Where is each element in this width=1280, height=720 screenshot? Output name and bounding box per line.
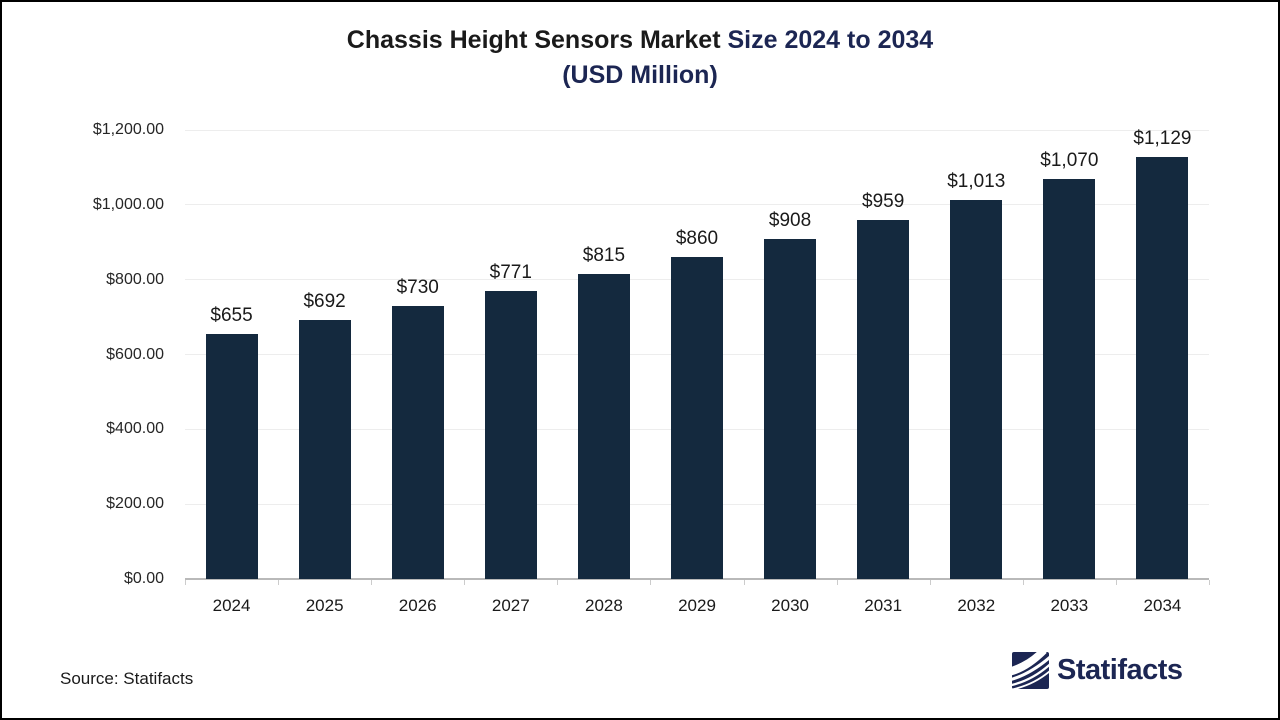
x-axis-label: 2027	[491, 596, 530, 615]
x-axis-tick	[464, 580, 466, 585]
statifacts-logo-icon	[1012, 652, 1049, 689]
chart-title-units: (USD Million)	[562, 61, 718, 89]
bar-value-label: $1,070	[1040, 149, 1099, 171]
x-axis-label: 2024	[212, 596, 251, 615]
x-axis-label: 2031	[864, 596, 903, 615]
bar	[484, 290, 537, 579]
x-axis-label: 2032	[957, 596, 996, 615]
bar-value-label: $730	[396, 276, 439, 298]
x-axis-tick	[1115, 580, 1117, 585]
bar	[577, 274, 630, 579]
x-axis-tick	[185, 580, 186, 585]
chart-title: Chassis Height Sensors Market Size 2024 …	[2, 23, 1278, 93]
x-axis-tick	[743, 580, 745, 585]
bar-value-label: $860	[675, 228, 719, 250]
x-axis-label: 2030	[771, 596, 809, 615]
bar	[298, 320, 351, 579]
x-axis-label: 2033	[1050, 596, 1089, 615]
y-axis-label: $1,200.00	[92, 121, 164, 138]
y-axis-label: $200.00	[106, 495, 164, 513]
bar	[950, 199, 1003, 579]
bar-value-label: $1,129	[1133, 127, 1192, 149]
x-axis-tick	[1022, 580, 1024, 585]
gridline	[185, 129, 1209, 131]
chart-title-range: Size 2024 to 2034	[727, 26, 934, 54]
x-axis-tick	[1209, 580, 1210, 585]
bar	[857, 220, 910, 579]
brand-name: Statifacts	[1057, 654, 1183, 686]
bar-value-label: $1,013	[947, 170, 1006, 192]
bar-value-label: $908	[768, 210, 812, 232]
y-axis-label: $400.00	[106, 420, 164, 438]
bar	[391, 305, 444, 579]
bar-value-label: $815	[582, 245, 626, 267]
x-axis-label: 2025	[305, 596, 344, 615]
bar	[1043, 178, 1096, 579]
x-axis-label: 2028	[584, 596, 623, 615]
bar	[1136, 156, 1189, 579]
bar-value-label: $771	[489, 261, 532, 283]
x-axis-tick	[929, 580, 931, 585]
bar	[205, 333, 258, 579]
x-axis-tick	[650, 580, 652, 585]
bar-value-label: $692	[303, 291, 346, 313]
bar	[764, 239, 817, 579]
x-axis-tick	[836, 580, 838, 585]
bar-value-label: $959	[862, 191, 905, 213]
chart-title-main: Chassis Height Sensors Market	[346, 26, 728, 54]
y-axis-label: $800.00	[106, 270, 164, 288]
bar	[671, 257, 723, 579]
y-axis-label: $600.00	[106, 345, 164, 363]
x-axis-label: 2026	[398, 596, 437, 615]
x-axis-line	[185, 578, 1209, 580]
brand-logo: Statifacts	[1012, 652, 1183, 689]
gridline	[185, 204, 1209, 206]
source-text: Source: Statifacts	[60, 669, 194, 688]
x-axis-label: 2029	[678, 596, 716, 615]
x-axis-label: 2034	[1143, 596, 1182, 615]
x-axis-tick	[557, 580, 559, 585]
y-axis-label: $1,000.00	[92, 195, 164, 213]
y-axis-label: $0.00	[123, 570, 164, 587]
x-axis-tick	[371, 580, 373, 585]
bar-value-label: $655	[210, 304, 253, 326]
x-axis-tick	[278, 580, 280, 585]
